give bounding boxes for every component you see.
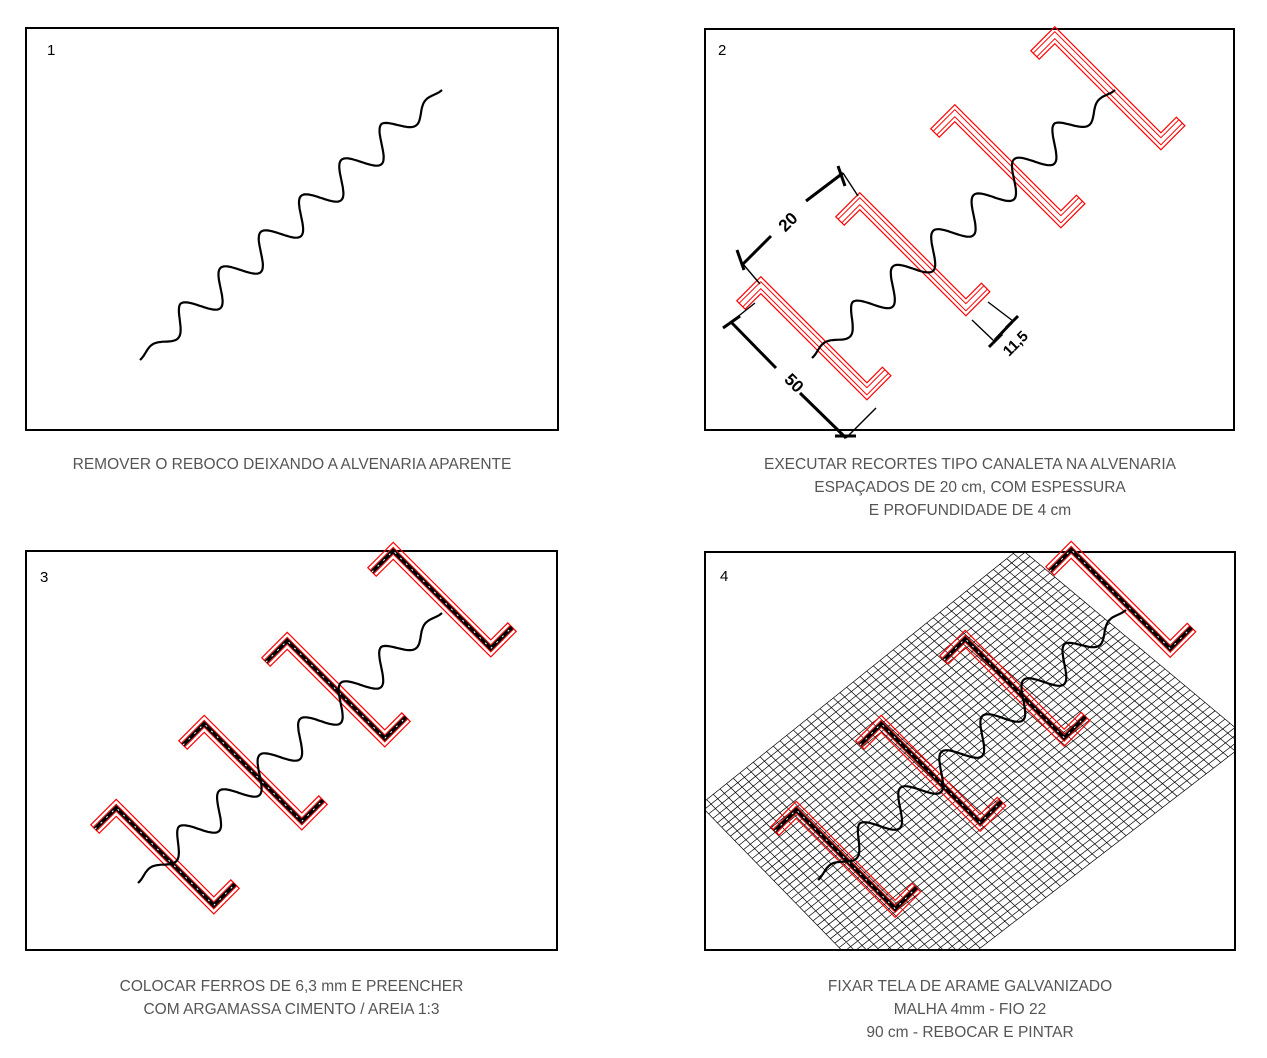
panel-4-number: 4	[720, 568, 728, 585]
channel-outline	[177, 714, 329, 831]
panel-2-frame	[704, 28, 1235, 431]
panel-1-caption: REMOVER O REBOCO DEIXANDO A ALVENARIA AP…	[26, 453, 558, 476]
caption-line: REMOVER O REBOCO DEIXANDO A ALVENARIA AP…	[72, 456, 512, 473]
panel-3: 3	[25, 541, 558, 951]
dimension-length	[722, 302, 877, 440]
channel-inner-outline	[738, 280, 890, 396]
channel-inner-outline	[180, 719, 326, 826]
panel-4: 4	[704, 540, 1236, 951]
crack-line	[137, 612, 443, 884]
dimension-width	[971, 301, 1020, 349]
channel-outline	[260, 631, 412, 748]
panel-1: 1	[25, 27, 559, 431]
channel-outline	[834, 191, 991, 317]
dimension-spacing-label: 20	[775, 209, 802, 236]
panel-4-caption: FIXAR TELA DE ARAME GALVANIZADO MALHA 4m…	[705, 975, 1235, 1044]
channel-cuts	[735, 25, 1186, 401]
channel-inner-outline	[92, 803, 238, 910]
panel-1-frame	[25, 27, 559, 431]
channel-outline	[735, 275, 892, 401]
channel-cuts-with-rebar	[89, 541, 518, 915]
channel-inner-outline	[1032, 30, 1184, 146]
panel-3-number: 3	[40, 569, 48, 586]
channel-inner-outline	[263, 636, 409, 743]
caption-line: EXECUTAR RECORTES TIPO CANALETA NA ALVEN…	[763, 456, 1176, 473]
crack-line	[811, 89, 1116, 359]
panel-1-number: 1	[47, 42, 55, 59]
panel-2: 2 20 50 11,	[704, 25, 1235, 440]
channel-inner-outline	[1047, 545, 1194, 654]
mortar-fill	[774, 809, 917, 910]
crack-line	[817, 609, 1127, 881]
caption-line: ESPAÇADOS DE 20 cm, COM ESPESSURA	[814, 479, 1126, 496]
caption-line: 90 cm - REBOCAR E PINTAR	[866, 1024, 1074, 1041]
channel-inner-outline	[941, 634, 1088, 743]
channel-inner-outline	[837, 196, 989, 312]
rebar	[370, 547, 514, 652]
channel-inner-outline	[932, 108, 1084, 224]
panel-3-caption: COLOCAR FERROS DE 6,3 mm E PREENCHER COM…	[26, 975, 557, 1021]
channel-inner-outline	[857, 719, 1004, 828]
dimension-spacing	[735, 165, 859, 285]
channel-inner-outline	[772, 805, 919, 914]
caption-line: MALHA 4mm - FIO 22	[893, 1001, 1047, 1018]
rebar	[264, 637, 408, 742]
panel-2-number: 2	[718, 42, 726, 59]
channel-cuts-with-rebar	[769, 540, 1197, 919]
caption-line: E PROFUNDIDADE DE 4 cm	[868, 502, 1072, 519]
panel-3-frame	[25, 550, 558, 951]
dimension-length-label: 50	[780, 370, 807, 397]
channel-outline	[1029, 25, 1186, 151]
panel-2-caption: EXECUTAR RECORTES TIPO CANALETA NA ALVEN…	[690, 453, 1250, 522]
channel-outline	[769, 800, 922, 919]
channel-outline	[854, 714, 1007, 833]
mortar-fill	[1049, 549, 1192, 650]
mesh-grid-lines	[705, 552, 1235, 950]
rebar	[858, 720, 1003, 826]
channel-outline	[1044, 540, 1197, 659]
caption-line: FIXAR TELA DE ARAME GALVANIZADO	[827, 978, 1113, 995]
panel-4-frame	[704, 551, 1236, 951]
rebar	[1048, 546, 1193, 652]
channel-inner-outline	[369, 546, 515, 653]
channel-outline	[929, 103, 1086, 229]
rebar	[181, 720, 325, 825]
channel-outline	[89, 798, 241, 915]
mortar-fill	[943, 638, 1086, 739]
caption-line: COLOCAR FERROS DE 6,3 mm E PREENCHER	[119, 978, 464, 995]
mortar-fill	[859, 723, 1002, 824]
wire-mesh	[705, 552, 1235, 950]
channel-outline	[366, 541, 518, 658]
caption-line: COM ARGAMASSA CIMENTO / AREIA 1:3	[143, 1001, 440, 1018]
dimension-width-label: 11,5	[1000, 328, 1032, 360]
rebar	[93, 804, 237, 909]
channel-outline	[938, 629, 1091, 748]
crack-line	[139, 89, 443, 361]
